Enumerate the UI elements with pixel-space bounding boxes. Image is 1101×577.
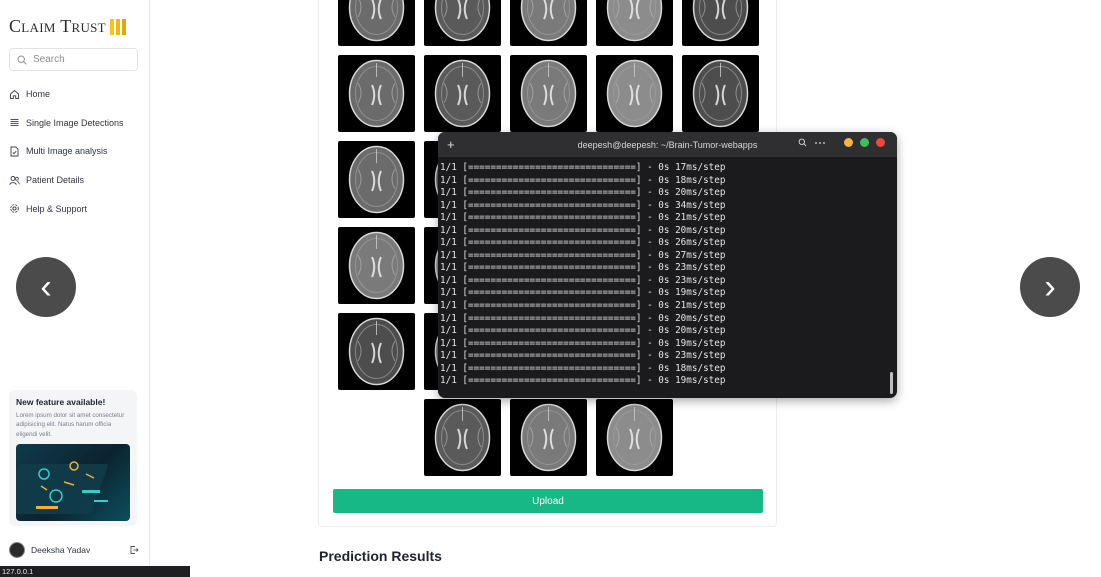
terminal-title: deepesh@deepesh: ~/Brain-Tumor-webapps bbox=[577, 139, 758, 150]
sidebar-item-label: Patient Details bbox=[26, 175, 85, 186]
terminal-line: 1/1 [==============================] - 0… bbox=[440, 274, 726, 286]
terminal-line: 1/1 [==============================] - 0… bbox=[440, 375, 726, 387]
mri-image-tile[interactable] bbox=[682, 55, 759, 132]
terminal-line: 1/1 [==============================] - 0… bbox=[440, 237, 726, 249]
mri-image-tile[interactable] bbox=[682, 0, 759, 46]
search-input[interactable] bbox=[33, 54, 128, 65]
mri-image-tile[interactable] bbox=[510, 0, 587, 46]
home-icon bbox=[10, 89, 19, 99]
terminal-line: 1/1 [==============================] - 0… bbox=[440, 362, 726, 374]
terminal-line: 1/1 [==============================] - 0… bbox=[440, 249, 726, 261]
mri-image-tile[interactable] bbox=[338, 227, 415, 304]
sidebar: Claim Trust Home Single Image Detections… bbox=[0, 0, 150, 577]
chevron-right-icon: › bbox=[1044, 268, 1056, 306]
terminal-line: 1/1 [==============================] - 0… bbox=[440, 312, 726, 324]
mri-image-tile[interactable] bbox=[596, 55, 673, 132]
terminal-line: 1/1 [==============================] - 0… bbox=[440, 337, 726, 349]
sidebar-item-label: Multi Image analysis bbox=[26, 146, 108, 157]
sidebar-item-single-image-detections[interactable]: Single Image Detections bbox=[9, 109, 144, 138]
logo[interactable]: Claim Trust bbox=[9, 16, 126, 37]
avatar bbox=[9, 542, 25, 558]
carousel-next-button[interactable]: › bbox=[1020, 257, 1080, 317]
user-name: Deeksha Yadav bbox=[31, 545, 91, 555]
terminal-titlebar[interactable]: + deepesh@deepesh: ~/Brain-Tumor-webapps bbox=[438, 132, 897, 157]
terminal-line: 1/1 [==============================] - 0… bbox=[440, 187, 726, 199]
terminal-line: 1/1 [==============================] - 0… bbox=[440, 262, 726, 274]
mri-image-tile[interactable] bbox=[510, 55, 587, 132]
sidebar-item-label: Single Image Detections bbox=[26, 117, 124, 128]
terminal-line: 1/1 [==============================] - 0… bbox=[440, 212, 726, 224]
mri-image-tile[interactable] bbox=[338, 141, 415, 218]
sidebar-item-label: Home bbox=[26, 89, 51, 100]
mri-image-tile[interactable] bbox=[596, 0, 673, 46]
sidebar-item-help-support[interactable]: Help & Support bbox=[9, 194, 144, 223]
logo-text: Claim Trust bbox=[9, 16, 106, 36]
terminal-line: 1/1 [==============================] - 0… bbox=[440, 350, 726, 362]
logo-mark-icon bbox=[109, 18, 126, 35]
terminal-line: 1/1 [==============================] - 0… bbox=[440, 287, 726, 299]
promo-image bbox=[16, 444, 130, 521]
terminal-output: 1/1 [==============================] - 0… bbox=[438, 157, 897, 388]
mri-image-tile[interactable] bbox=[338, 55, 415, 132]
sidebar-item-home[interactable]: Home bbox=[9, 80, 144, 109]
terminal-line: 1/1 [==============================] - 0… bbox=[440, 224, 726, 236]
sidebar-item-multi-image-analysis[interactable]: Multi Image analysis bbox=[9, 137, 144, 166]
users-icon bbox=[9, 175, 20, 185]
terminal-scrollbar[interactable] bbox=[890, 372, 893, 394]
maximize-button[interactable] bbox=[860, 138, 869, 147]
user-profile[interactable]: Deeksha Yadav bbox=[9, 541, 139, 559]
mri-image-tile[interactable] bbox=[596, 399, 673, 476]
minimize-button[interactable] bbox=[844, 138, 853, 147]
close-button[interactable] bbox=[876, 138, 885, 147]
mri-image-tile[interactable] bbox=[424, 399, 501, 476]
sidebar-item-label: Help & Support bbox=[26, 203, 88, 214]
prediction-results-title: Prediction Results bbox=[319, 548, 442, 564]
mri-image-tile[interactable] bbox=[338, 0, 415, 46]
new-tab-icon[interactable]: + bbox=[447, 137, 455, 152]
terminal-line: 1/1 [==============================] - 0… bbox=[440, 300, 726, 312]
terminal-line: 1/1 [==============================] - 0… bbox=[440, 162, 726, 173]
mri-image-tile[interactable] bbox=[424, 55, 501, 132]
more-options-icon[interactable] bbox=[814, 138, 826, 147]
search-icon[interactable] bbox=[798, 138, 807, 147]
search-box[interactable] bbox=[9, 48, 138, 71]
terminal-line: 1/1 [==============================] - 0… bbox=[440, 199, 726, 211]
promo-card: New feature available! Lorem ipsum dolor… bbox=[9, 390, 137, 526]
status-bar-url: 127.0.0.1 bbox=[0, 566, 190, 577]
mri-image-tile[interactable] bbox=[424, 0, 501, 46]
carousel-prev-button[interactable]: ‹ bbox=[16, 257, 76, 317]
chevron-left-icon: ‹ bbox=[40, 268, 52, 306]
terminal-line: 1/1 [==============================] - 0… bbox=[440, 325, 726, 337]
terminal-line: 1/1 [==============================] - 0… bbox=[440, 174, 726, 186]
list-icon bbox=[10, 119, 19, 127]
gear-icon bbox=[10, 204, 19, 213]
terminal-window[interactable]: + deepesh@deepesh: ~/Brain-Tumor-webapps… bbox=[438, 132, 897, 398]
search-icon bbox=[17, 54, 27, 65]
mri-image-tile[interactable] bbox=[338, 313, 415, 390]
promo-title: New feature available! bbox=[16, 397, 106, 407]
sidebar-nav: Home Single Image Detections Multi Image… bbox=[9, 80, 144, 223]
promo-body: Lorem ipsum dolor sit amet consectetur a… bbox=[16, 412, 125, 438]
logout-icon[interactable] bbox=[129, 545, 139, 555]
upload-button[interactable]: Upload bbox=[333, 489, 763, 513]
document-icon bbox=[10, 146, 19, 157]
sidebar-item-patient-details[interactable]: Patient Details bbox=[9, 166, 144, 195]
mri-image-tile[interactable] bbox=[510, 399, 587, 476]
